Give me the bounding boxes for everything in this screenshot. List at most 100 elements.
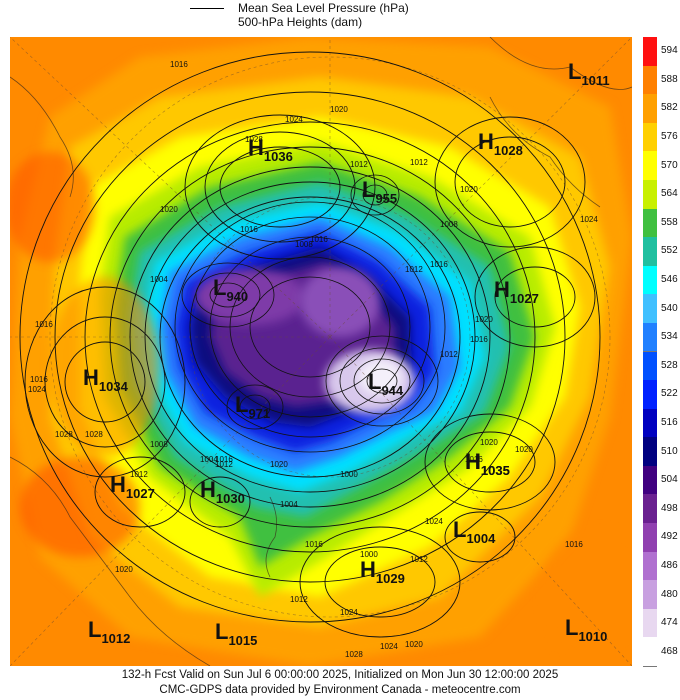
colorbar-swatch xyxy=(643,37,657,67)
isobar-label: 1020 xyxy=(405,640,423,649)
isobar-label: 1016 xyxy=(430,260,448,269)
colorbar-label: 486 xyxy=(661,559,678,571)
isobar-label: 1004 xyxy=(200,455,218,464)
colorbar-label: 528 xyxy=(661,359,678,371)
colorbar-swatch xyxy=(643,380,657,410)
isobar-label: 1016 xyxy=(310,235,328,244)
isobar-label: 1016 xyxy=(470,335,488,344)
high-pressure-center: H1027 xyxy=(494,277,539,306)
isobar-label: 1008 xyxy=(150,440,168,449)
coastlines xyxy=(10,37,632,666)
colorbar-label: 522 xyxy=(661,388,678,400)
forecast-map: 1016 1024 1020 1028 1012 1020 1016 1008 1004 1016… xyxy=(10,37,632,666)
isobar-label: 1016 xyxy=(215,455,233,464)
heights-legend-label: 500-hPa Heights (dam) xyxy=(238,15,363,29)
data-credit-text: CMC-GDPS data provided by Environment Ca… xyxy=(159,684,521,696)
colorbar-swatch xyxy=(643,237,657,267)
colorbar-swatch xyxy=(643,94,657,124)
isobar-label: 1016 xyxy=(30,375,48,384)
colorbar-label: 576 xyxy=(661,131,678,143)
colorbar-label: 534 xyxy=(661,331,678,343)
isobar-label: 1024 xyxy=(580,215,598,224)
colorbar-swatch xyxy=(643,322,657,353)
high-pressure-center: H1034 xyxy=(83,365,129,394)
colorbar-label: 594 xyxy=(661,45,678,57)
isobar-label: 1008 xyxy=(295,240,313,249)
colorbar-swatch xyxy=(643,265,657,296)
isobar-label: 1028 xyxy=(85,430,103,439)
height-band-se-ridge xyxy=(540,527,632,666)
heights-legend-entry: 500-hPa Heights (dam) xyxy=(238,15,362,29)
high-pressure-center: H1035 xyxy=(465,449,510,478)
colorbar-label: 474 xyxy=(661,617,678,629)
colorbar-swatch xyxy=(643,208,657,239)
high-pressure-center: H1027 xyxy=(110,472,155,501)
colorbar-label: 516 xyxy=(661,416,678,428)
map-footer: 132-h Fcst Valid on Sun Jul 6 00:00:00 2… xyxy=(0,668,680,698)
colorbar-label: 552 xyxy=(661,245,678,257)
high-pressure-center: H1036 xyxy=(248,135,293,164)
graticule xyxy=(10,37,632,666)
isobar-label: 1020 xyxy=(515,445,533,454)
isobar-label: 1028 xyxy=(345,650,363,659)
high-pressure-center: H1030 xyxy=(200,477,245,506)
isobar-label: 1020 xyxy=(330,105,348,114)
mslp-legend-label: Mean Sea Level Pressure (hPa) xyxy=(238,1,409,15)
isobar-label: 1020 xyxy=(475,315,493,324)
low-pressure-center: L1010 xyxy=(565,615,607,644)
colorbar-swatch xyxy=(643,65,657,96)
isobar-label: 1016 xyxy=(465,455,483,464)
height-colorbar: 594 588 582 576 570 564 558 552 546 540 534 528 522 5… xyxy=(643,37,680,667)
isobar-label: 1012 xyxy=(350,160,368,169)
colorbar-swatch xyxy=(643,408,657,439)
forecast-valid-text: 132-h Fcst Valid on Sun Jul 6 00:00:00 2… xyxy=(121,669,559,681)
colorbar-swatch xyxy=(643,465,657,496)
isobar-label: 1012 xyxy=(410,555,428,564)
low-pressure-center: L1004 xyxy=(453,517,496,546)
low-pressure-center: L940 xyxy=(213,275,248,304)
isobar-label: 1024 xyxy=(380,642,398,651)
colorbar-label: 582 xyxy=(661,102,678,114)
map-canvas: 1016102410201028101210201016100810041016… xyxy=(10,37,632,666)
isobar-label: 1024 xyxy=(285,115,303,124)
colorbar-label: 546 xyxy=(661,274,678,286)
isobar-label: 1016 xyxy=(305,540,323,549)
isobar-label: 1012 xyxy=(130,470,148,479)
isobar-label: 1028 xyxy=(245,135,263,144)
colorbar-label: 540 xyxy=(661,302,678,314)
low-pressure-isobars xyxy=(174,174,446,453)
isobar-label: 1020 xyxy=(460,185,478,194)
high-pressure-center: H1029 xyxy=(360,557,405,586)
isobar-label: 1020 xyxy=(160,205,178,214)
colorbar-swatch xyxy=(643,122,657,153)
isobar-label: 1024 xyxy=(425,517,443,526)
isobar-label: 1028 xyxy=(55,430,73,439)
isobar-label: 1004 xyxy=(280,500,298,509)
height-band-west-ridge xyxy=(50,277,160,457)
colorbar-swatch xyxy=(643,294,657,324)
isobar-label: 1012 xyxy=(215,460,233,469)
colorbar-swatch xyxy=(643,179,657,210)
isobar-label: 1012 xyxy=(290,595,308,604)
pressure-systems: L1011 H1036 H1028 L955 L940 H1027 H1035 L944 H10… xyxy=(83,59,610,648)
isobar-label: 1012 xyxy=(440,350,458,359)
colorbar-swatch xyxy=(643,351,657,382)
isobars xyxy=(19,51,601,638)
colorbar-swatch xyxy=(643,637,657,667)
low-pressure-center: L1011 xyxy=(568,59,610,88)
colorbar-swatch xyxy=(643,551,657,582)
isobar-label: 1016 xyxy=(170,60,188,69)
high-pressure-center: H1028 xyxy=(478,129,523,158)
height-band-594-sw xyxy=(20,457,140,557)
isobar-label: 1004 xyxy=(150,275,168,284)
height-band-486-center xyxy=(300,267,380,337)
isobar-label: 1024 xyxy=(340,608,358,617)
low-pressure-center: L944 xyxy=(368,369,404,398)
mslp-legend-entry: Mean Sea Level Pressure (hPa) xyxy=(190,1,409,15)
colorbar-label: 492 xyxy=(661,531,678,543)
low-pressure-center: L1012 xyxy=(88,617,130,646)
isobar-label: 1012 xyxy=(410,158,428,167)
colorbar-label: 480 xyxy=(661,588,678,600)
isobar-label: 1000 xyxy=(360,550,378,559)
height-band-486-west xyxy=(195,269,305,325)
